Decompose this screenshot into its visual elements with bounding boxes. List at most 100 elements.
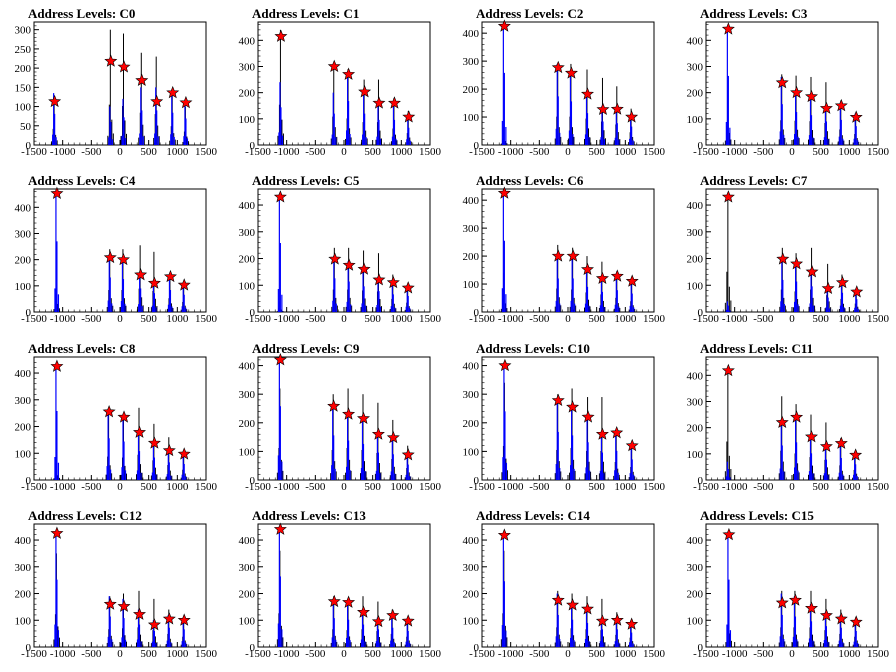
y-tick-label: 200 xyxy=(15,63,32,75)
star-marker xyxy=(386,430,400,444)
y-tick-label: 0 xyxy=(474,642,480,654)
x-tick-label: 0 xyxy=(117,648,123,660)
chart-title: Address Levels: C15 xyxy=(700,508,814,523)
x-tick-label: -500 xyxy=(81,481,102,493)
chart-title: Address Levels: C0 xyxy=(28,6,135,21)
x-tick-label: 0 xyxy=(117,146,123,158)
x-tick-label: -1000 xyxy=(498,146,524,158)
x-tick-label: -500 xyxy=(305,146,326,158)
chart-title: Address Levels: C13 xyxy=(252,508,366,523)
y-tick-label: 300 xyxy=(239,227,256,239)
star-marker xyxy=(274,29,288,42)
plot-frame xyxy=(33,356,207,481)
x-tick-label: 1000 xyxy=(838,313,861,325)
x-tick-label: 500 xyxy=(140,648,157,660)
star-marker xyxy=(497,528,511,541)
x-tick-label: -1000 xyxy=(50,313,76,325)
y-tick-label: 400 xyxy=(463,195,480,207)
y-tick-label: 100 xyxy=(463,112,480,124)
x-tick-label: 1000 xyxy=(838,146,861,158)
x-tick-label: 1000 xyxy=(166,648,189,660)
x-tick-label: 0 xyxy=(789,648,795,660)
y-tick-label: 300 xyxy=(15,228,32,240)
star-marker xyxy=(581,602,594,615)
y-tick-label: 400 xyxy=(15,535,32,547)
y-tick-label: 100 xyxy=(687,615,704,627)
plot-frame xyxy=(33,523,207,648)
x-tick-label: -1500 xyxy=(245,481,271,493)
star-marker xyxy=(103,597,117,610)
star-marker xyxy=(625,274,639,287)
star-marker xyxy=(50,526,64,539)
star-marker xyxy=(566,400,580,413)
chart-title: Address Levels: C14 xyxy=(476,508,590,523)
x-tick-label: -500 xyxy=(753,313,774,325)
x-tick-label: 500 xyxy=(812,313,829,325)
y-tick-label: 200 xyxy=(239,254,256,266)
chart-panel-8: Address Levels: C8 0 100 200 300 400 -1500 -100… xyxy=(15,341,218,493)
star-marker xyxy=(596,102,610,116)
star-marker xyxy=(371,614,385,628)
chart-title: Address Levels: C1 xyxy=(252,6,359,21)
star-marker xyxy=(819,101,833,114)
y-tick-label: 200 xyxy=(463,589,480,601)
y-tick-label: 0 xyxy=(250,307,256,319)
x-tick-label: 1500 xyxy=(195,481,218,493)
x-tick-label: 0 xyxy=(117,481,123,493)
x-tick-label: -500 xyxy=(81,313,102,325)
chart-title: Address Levels: C12 xyxy=(28,508,142,523)
y-tick-label: 200 xyxy=(687,423,704,435)
y-tick-label: 300 xyxy=(463,56,480,68)
x-tick-label: 0 xyxy=(789,146,795,158)
star-marker xyxy=(273,522,287,535)
plot-frame xyxy=(257,188,431,313)
star-marker xyxy=(788,593,802,606)
x-tick-label: 1500 xyxy=(419,648,442,660)
chart-panel-15: Address Levels: C15 0 100 200 300 400 -1500 -10… xyxy=(687,508,890,660)
y-tick-label: 200 xyxy=(463,84,480,96)
star-marker xyxy=(551,249,565,262)
x-tick-label: 1000 xyxy=(390,481,413,493)
star-marker xyxy=(327,399,341,412)
x-tick-label: -1500 xyxy=(469,146,495,158)
star-marker xyxy=(117,599,131,612)
star-marker xyxy=(790,257,804,270)
x-tick-label: 0 xyxy=(341,648,347,660)
y-tick-label: 100 xyxy=(463,279,480,291)
x-tick-label: -1000 xyxy=(274,313,300,325)
x-tick-label: -500 xyxy=(753,648,774,660)
y-tick-label: 200 xyxy=(15,422,32,434)
star-marker xyxy=(163,269,177,283)
star-marker xyxy=(104,54,118,67)
x-tick-label: -1000 xyxy=(50,481,76,493)
x-tick-label: 500 xyxy=(364,313,381,325)
chart-panel-13: Address Levels: C13 0 100 200 300 400 -1500 -10… xyxy=(239,508,442,660)
x-tick-label: 1500 xyxy=(195,313,218,325)
star-marker xyxy=(551,60,565,74)
y-tick-label: 100 xyxy=(239,446,256,458)
y-tick-label: 150 xyxy=(15,82,32,94)
x-tick-label: -1000 xyxy=(274,648,300,660)
chart-panel-4: Address Levels: C4 0 100 200 300 400 -1500 -100… xyxy=(15,173,218,325)
x-tick-label: 1000 xyxy=(166,481,189,493)
plot-frame xyxy=(481,356,655,481)
y-tick-label: 250 xyxy=(15,44,32,56)
y-tick-label: 100 xyxy=(239,615,256,627)
y-tick-label: 0 xyxy=(474,140,480,152)
x-tick-label: 1000 xyxy=(390,648,413,660)
star-marker xyxy=(273,353,287,366)
x-tick-label: 0 xyxy=(565,313,571,325)
star-marker xyxy=(610,269,624,282)
x-tick-label: 1500 xyxy=(419,481,442,493)
star-marker xyxy=(386,608,400,621)
star-marker xyxy=(116,252,130,266)
star-marker xyxy=(595,614,609,627)
chart-panel-9: Address Levels: C9 0 100 200 300 400 -1500 -100… xyxy=(239,341,442,493)
y-tick-label: 0 xyxy=(698,642,704,654)
star-marker xyxy=(401,281,415,294)
star-marker xyxy=(342,67,356,80)
x-tick-label: -500 xyxy=(753,146,774,158)
x-tick-label: -1000 xyxy=(498,313,524,325)
y-tick-label: 100 xyxy=(463,446,480,458)
